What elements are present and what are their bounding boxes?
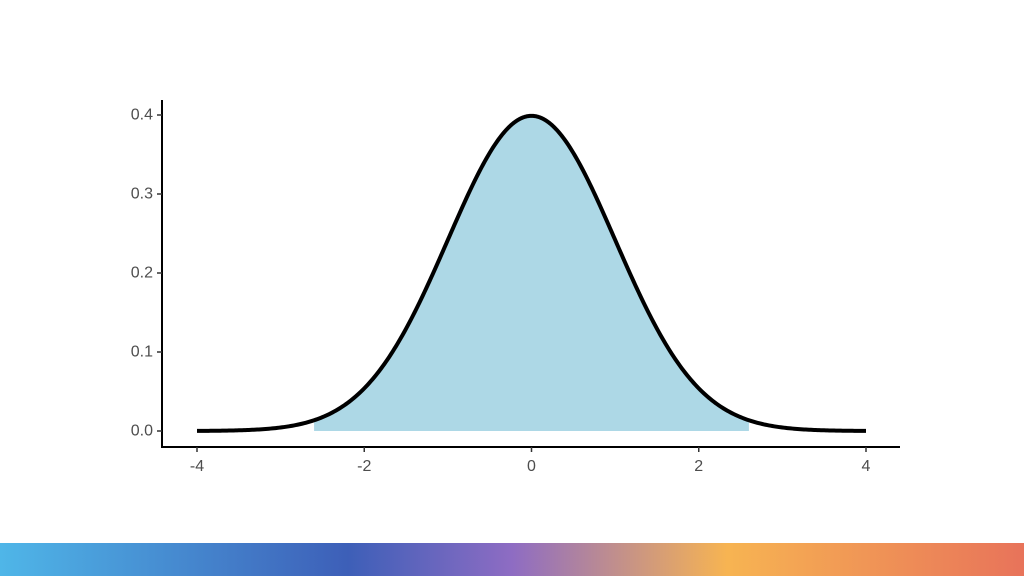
footer-gradient-bar <box>0 543 1024 576</box>
x-tick-label: -4 <box>190 458 204 475</box>
density-chart: 0.0 0.1 0.2 0.3 0.4 -4 -2 0 2 4 <box>131 100 900 475</box>
x-tick-label: 2 <box>694 458 703 475</box>
plot-area <box>196 113 867 433</box>
density-curve-line <box>196 113 867 433</box>
x-axis-ticks: -4 -2 0 2 4 <box>190 447 871 475</box>
y-tick-label: 0.3 <box>131 186 153 203</box>
density-area-fill <box>314 115 749 431</box>
y-axis-ticks: 0.0 0.1 0.2 0.3 0.4 <box>131 107 162 440</box>
y-tick-label: 0.0 <box>131 423 153 440</box>
y-tick-label: 0.1 <box>131 344 153 361</box>
y-tick-label: 0.4 <box>131 107 153 124</box>
y-tick-label: 0.2 <box>131 265 153 282</box>
x-tick-label: 4 <box>862 458 871 475</box>
x-tick-label: -2 <box>357 458 371 475</box>
x-tick-label: 0 <box>527 458 536 475</box>
